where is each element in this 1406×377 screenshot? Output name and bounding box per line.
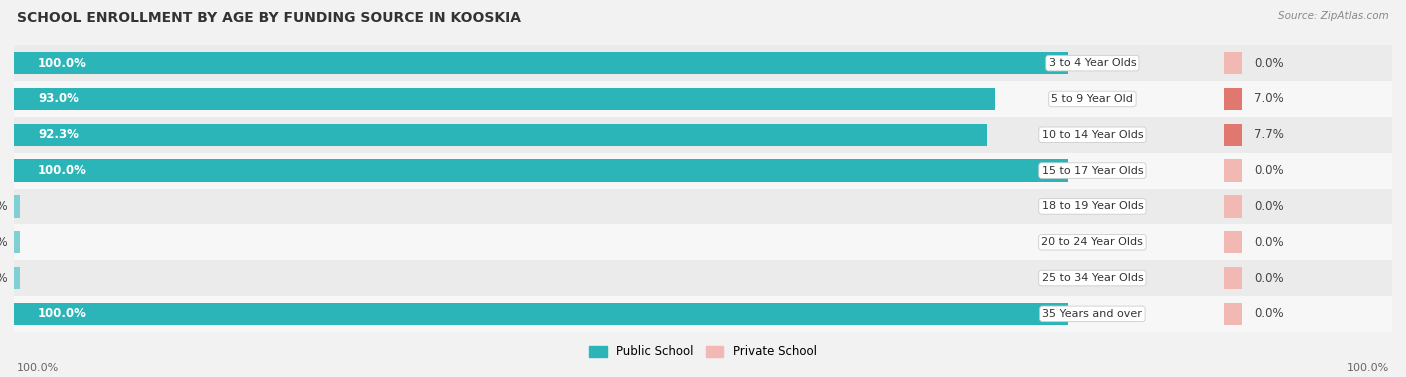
Bar bbox=[14, 188, 1392, 224]
Bar bbox=[14, 303, 1069, 325]
Text: 0.0%: 0.0% bbox=[0, 200, 8, 213]
Bar bbox=[14, 296, 1392, 332]
Text: 35 Years and over: 35 Years and over bbox=[1042, 309, 1142, 319]
Bar bbox=[1225, 88, 1241, 110]
Text: 100.0%: 100.0% bbox=[1347, 363, 1389, 373]
Bar bbox=[14, 81, 1392, 117]
Text: 7.7%: 7.7% bbox=[1254, 128, 1284, 141]
Text: SCHOOL ENROLLMENT BY AGE BY FUNDING SOURCE IN KOOSKIA: SCHOOL ENROLLMENT BY AGE BY FUNDING SOUR… bbox=[17, 11, 520, 25]
Text: 100.0%: 100.0% bbox=[38, 164, 87, 177]
Bar bbox=[14, 260, 1392, 296]
Text: 0.0%: 0.0% bbox=[1254, 236, 1284, 249]
Bar bbox=[14, 153, 1392, 188]
Text: 0.0%: 0.0% bbox=[0, 271, 8, 285]
Text: 0.0%: 0.0% bbox=[1254, 307, 1284, 320]
Bar bbox=[14, 195, 20, 218]
Text: 100.0%: 100.0% bbox=[38, 57, 87, 70]
Bar bbox=[14, 45, 1392, 81]
Text: 93.0%: 93.0% bbox=[38, 92, 79, 106]
Bar bbox=[1225, 303, 1241, 325]
Bar bbox=[14, 124, 987, 146]
Text: 0.0%: 0.0% bbox=[1254, 271, 1284, 285]
Bar bbox=[1225, 52, 1241, 74]
Bar bbox=[14, 224, 1392, 260]
Bar bbox=[1225, 159, 1241, 182]
Text: 0.0%: 0.0% bbox=[0, 236, 8, 249]
Bar bbox=[14, 88, 994, 110]
Text: 3 to 4 Year Olds: 3 to 4 Year Olds bbox=[1049, 58, 1136, 68]
Bar bbox=[14, 159, 1069, 182]
Text: 5 to 9 Year Old: 5 to 9 Year Old bbox=[1052, 94, 1133, 104]
Bar bbox=[14, 117, 1392, 153]
Bar bbox=[14, 52, 1069, 74]
Text: 100.0%: 100.0% bbox=[17, 363, 59, 373]
Text: 18 to 19 Year Olds: 18 to 19 Year Olds bbox=[1042, 201, 1143, 211]
Text: 0.0%: 0.0% bbox=[1254, 57, 1284, 70]
Bar bbox=[1225, 267, 1241, 289]
Legend: Public School, Private School: Public School, Private School bbox=[585, 341, 821, 363]
Text: 92.3%: 92.3% bbox=[38, 128, 79, 141]
Text: 0.0%: 0.0% bbox=[1254, 200, 1284, 213]
Text: 100.0%: 100.0% bbox=[38, 307, 87, 320]
Text: 0.0%: 0.0% bbox=[1254, 164, 1284, 177]
Bar bbox=[1225, 124, 1241, 146]
Text: 15 to 17 Year Olds: 15 to 17 Year Olds bbox=[1042, 166, 1143, 176]
Text: 20 to 24 Year Olds: 20 to 24 Year Olds bbox=[1042, 237, 1143, 247]
Bar bbox=[1225, 195, 1241, 218]
Bar bbox=[1225, 231, 1241, 253]
Bar bbox=[14, 267, 20, 289]
Text: 25 to 34 Year Olds: 25 to 34 Year Olds bbox=[1042, 273, 1143, 283]
Text: 7.0%: 7.0% bbox=[1254, 92, 1284, 106]
Text: Source: ZipAtlas.com: Source: ZipAtlas.com bbox=[1278, 11, 1389, 21]
Bar bbox=[14, 231, 20, 253]
Text: 10 to 14 Year Olds: 10 to 14 Year Olds bbox=[1042, 130, 1143, 140]
